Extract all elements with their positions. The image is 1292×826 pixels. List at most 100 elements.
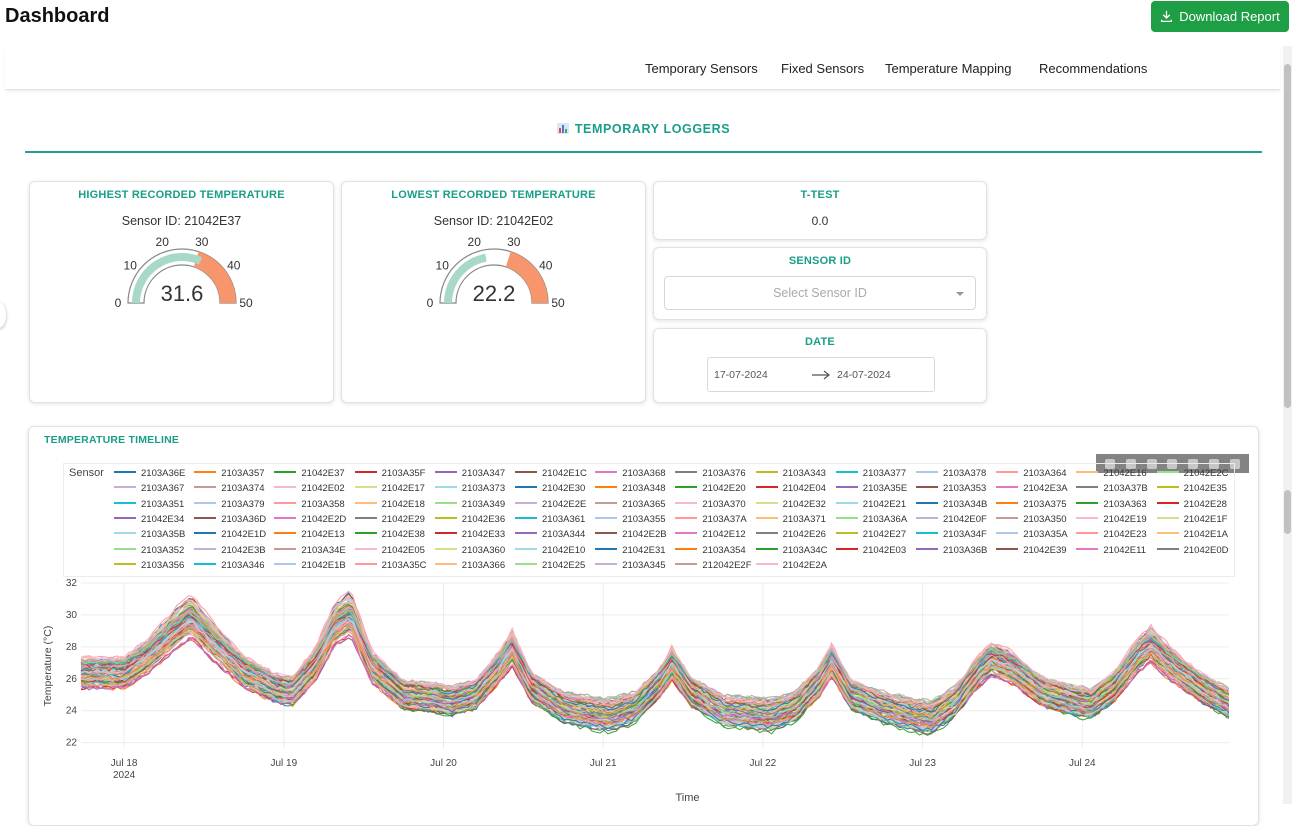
legend-item[interactable]: 21042E20 — [675, 483, 746, 495]
legend-item[interactable]: 21042E3A — [996, 483, 1068, 495]
legend-item[interactable]: 2103A374 — [194, 483, 265, 495]
legend-item[interactable]: 21042E1C — [515, 468, 587, 480]
legend-item[interactable]: 2103A35F — [354, 468, 425, 480]
legend-item[interactable]: 2103A36A — [835, 514, 907, 526]
legend-item[interactable]: 21042E0F — [916, 514, 987, 526]
legend-item[interactable]: 2103A34E — [274, 545, 346, 557]
legend-item[interactable]: 2103A366 — [434, 560, 505, 572]
legend-item[interactable]: 2103A351 — [114, 499, 184, 511]
legend-item[interactable]: 2103A34B — [916, 499, 987, 511]
legend-item[interactable]: 2103A358 — [274, 499, 345, 511]
legend-item[interactable]: 21042E1A — [1156, 529, 1228, 541]
legend-item[interactable]: 21042E2E — [515, 499, 586, 511]
legend-item[interactable]: 2103A36B — [916, 545, 987, 557]
legend-item[interactable]: 21042E2D — [274, 514, 346, 526]
legend-item[interactable]: 2103A348 — [595, 483, 666, 495]
legend-item[interactable]: 21042E05 — [354, 545, 425, 557]
nav-temperature-mapping[interactable]: Temperature Mapping — [885, 61, 1012, 76]
legend-item[interactable]: 21042E21 — [835, 499, 906, 511]
legend-item[interactable]: 21042E33 — [434, 529, 505, 541]
legend-item[interactable]: 21042E39 — [996, 545, 1067, 557]
legend-item[interactable]: 21042E16 — [1076, 468, 1147, 480]
legend-item[interactable]: 2103A37B — [1076, 483, 1148, 495]
legend-item[interactable]: 212042E2F — [675, 560, 752, 572]
legend-item[interactable]: 2103A350 — [996, 514, 1067, 526]
legend-item[interactable]: 21042E28 — [1156, 499, 1227, 511]
legend-item[interactable]: 21042E27 — [835, 529, 906, 541]
legend-item[interactable]: 2103A378 — [916, 468, 986, 480]
legend-item[interactable]: 2103A346 — [194, 560, 265, 572]
legend-item[interactable]: 2103A35E — [835, 483, 907, 495]
legend-item[interactable]: 2103A375 — [996, 499, 1067, 511]
legend-item[interactable]: 2103A373 — [434, 483, 505, 495]
legend-item[interactable]: 2103A34C — [755, 545, 828, 557]
legend-item[interactable]: 2103A379 — [194, 499, 265, 511]
legend-item[interactable]: 2103A35C — [354, 560, 427, 572]
legend-item[interactable]: 2103A36E — [114, 468, 185, 480]
legend-item[interactable]: 2103A363 — [1076, 499, 1147, 511]
legend-item[interactable]: 2103A371 — [755, 514, 826, 526]
legend-item[interactable]: 21042E18 — [354, 499, 425, 511]
legend-item[interactable]: 2103A357 — [194, 468, 265, 480]
page-scrollbar[interactable] — [1283, 46, 1292, 804]
legend-item[interactable]: 2103A355 — [595, 514, 666, 526]
legend-item[interactable]: 21042E04 — [755, 483, 826, 495]
legend-item[interactable]: 21042E0D — [1156, 545, 1229, 557]
legend-item[interactable]: 2103A377 — [835, 468, 906, 480]
legend-item[interactable]: 21042E36 — [434, 514, 505, 526]
legend-item[interactable]: 2103A368 — [595, 468, 666, 480]
date-end-input[interactable]: 24-07-2024 — [837, 369, 891, 381]
legend-item[interactable]: 2103A354 — [675, 545, 746, 557]
scrollbar-thumb-lower[interactable] — [1284, 490, 1291, 534]
legend-item[interactable]: 21042E31 — [595, 545, 666, 557]
legend-item[interactable]: 21042E38 — [354, 529, 425, 541]
legend-item[interactable]: 21042E34 — [114, 514, 184, 526]
date-start-input[interactable]: 17-07-2024 — [714, 369, 768, 381]
nav-recommendations[interactable]: Recommendations — [1039, 61, 1148, 76]
legend-item[interactable]: 2103A376 — [675, 468, 746, 480]
legend-item[interactable]: 21042E25 — [515, 560, 585, 572]
date-range-picker[interactable]: 17-07-2024 24-07-2024 — [707, 357, 935, 392]
legend-item[interactable]: 21042E2C — [1156, 468, 1229, 480]
legend-item[interactable]: 21042E2A — [755, 560, 827, 572]
legend-item[interactable]: 21042E23 — [1076, 529, 1147, 541]
legend-item[interactable]: 21042E12 — [675, 529, 746, 541]
legend-item[interactable]: 21042E30 — [515, 483, 585, 495]
legend-item[interactable]: 21042E17 — [354, 483, 425, 495]
legend-item[interactable]: 21042E03 — [835, 545, 906, 557]
legend-item[interactable]: 21042E1B — [274, 560, 346, 572]
legend-item[interactable]: 21042E3B — [194, 545, 266, 557]
legend-item[interactable]: 2103A367 — [114, 483, 184, 495]
legend-item[interactable]: 21042E32 — [755, 499, 826, 511]
legend-item[interactable]: 21042E13 — [274, 529, 345, 541]
legend-item[interactable]: 2103A37A — [675, 514, 747, 526]
legend-item[interactable]: 2103A361 — [515, 514, 585, 526]
legend-item[interactable]: 2103A343 — [755, 468, 826, 480]
legend-item[interactable]: 2103A34F — [916, 529, 987, 541]
sensor-id-select[interactable]: Select Sensor ID — [664, 276, 976, 310]
legend-item[interactable]: 2103A365 — [595, 499, 666, 511]
legend-item[interactable]: 2103A345 — [595, 560, 666, 572]
legend-item[interactable]: 2103A344 — [515, 529, 585, 541]
legend-item[interactable]: 2103A364 — [996, 468, 1067, 480]
sidebar-toggle-handle[interactable] — [0, 302, 6, 328]
legend-item[interactable]: 21042E35 — [1156, 483, 1227, 495]
legend-item[interactable]: 2103A370 — [675, 499, 746, 511]
nav-temporary-sensors[interactable]: Temporary Sensors — [645, 61, 758, 76]
legend-item[interactable]: 2103A352 — [114, 545, 184, 557]
legend-item[interactable]: 21042E02 — [274, 483, 345, 495]
legend-item[interactable]: 21042E19 — [1076, 514, 1147, 526]
nav-fixed-sensors[interactable]: Fixed Sensors — [781, 61, 865, 76]
legend-item[interactable]: 21042E26 — [755, 529, 826, 541]
legend-item[interactable]: 21042E37 — [274, 468, 345, 480]
scrollbar-thumb[interactable] — [1284, 64, 1291, 408]
legend-item[interactable]: 2103A353 — [916, 483, 986, 495]
legend-item[interactable]: 21042E11 — [1076, 545, 1146, 557]
legend-item[interactable]: 21042E29 — [354, 514, 425, 526]
legend-item[interactable]: 21042E1D — [194, 529, 266, 541]
download-report-button[interactable]: Download Report — [1151, 1, 1289, 32]
legend-item[interactable]: 2103A36D — [194, 514, 266, 526]
legend-item[interactable]: 2103A347 — [434, 468, 505, 480]
legend-item[interactable]: 2103A349 — [434, 499, 505, 511]
legend-item[interactable]: 21042E10 — [515, 545, 585, 557]
